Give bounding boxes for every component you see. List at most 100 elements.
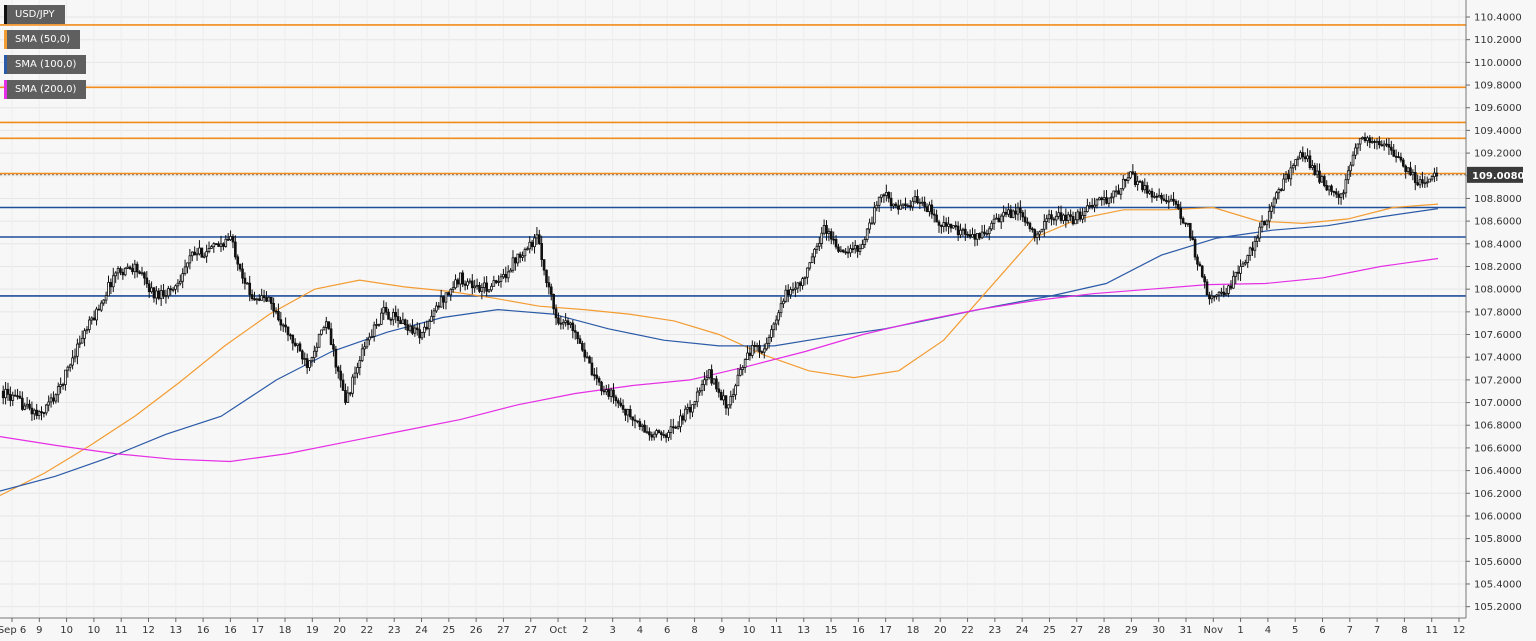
x-tick-label: 10 <box>88 625 101 636</box>
candle-body <box>509 269 512 273</box>
candle-body <box>76 343 79 357</box>
candle-body <box>1021 212 1025 218</box>
candle-body <box>818 243 821 247</box>
candle-body <box>1078 211 1082 220</box>
candle-body <box>1098 197 1101 201</box>
candle-body <box>810 256 814 264</box>
legend-item-sma-50[interactable]: SMA (50,0) <box>4 30 81 49</box>
candle-body <box>186 262 189 268</box>
candle-body <box>1404 165 1407 172</box>
candle-body <box>1217 291 1221 296</box>
candle-body <box>1425 181 1429 184</box>
candle-body <box>798 282 802 286</box>
candle-body <box>363 346 366 350</box>
candle-body <box>521 255 524 258</box>
candle-body <box>274 310 278 313</box>
candle-body <box>119 268 122 273</box>
candle-body <box>78 342 82 345</box>
candle-body <box>600 381 603 392</box>
candle-body <box>150 287 153 293</box>
candle-body <box>1145 185 1149 194</box>
candle-body <box>138 271 141 274</box>
candle-body <box>490 285 493 291</box>
candle-body <box>1138 180 1142 183</box>
candle-body <box>504 274 508 279</box>
candle-body <box>1050 214 1053 220</box>
candle-body <box>1177 203 1180 209</box>
candle-body <box>205 251 208 257</box>
candle-body <box>595 374 599 379</box>
candle-body <box>147 283 151 293</box>
candle-body <box>348 392 352 395</box>
candle-body <box>478 284 481 292</box>
candle-body <box>602 390 606 393</box>
x-tick-label: 10 <box>60 625 73 636</box>
candle-body <box>1356 143 1360 149</box>
y-tick-label: 105.4000 <box>1474 579 1522 590</box>
candle-body <box>628 408 632 418</box>
candle-body <box>932 213 936 216</box>
candle-body <box>427 320 431 330</box>
candle-body <box>128 266 132 269</box>
x-tick-label: 22 <box>361 625 374 636</box>
legend-item-usdjpy[interactable]: USD/JPY <box>4 5 65 24</box>
candle-body <box>806 267 809 278</box>
candle-body <box>1246 255 1250 263</box>
candle-body <box>569 322 572 325</box>
x-tick-label: 24 <box>1016 625 1029 636</box>
candle-body <box>992 218 996 224</box>
candle-body <box>674 426 678 429</box>
candle-body <box>1380 144 1384 147</box>
x-tick-label: 13 <box>797 625 810 636</box>
candle-body <box>940 224 943 227</box>
candle-body <box>485 282 488 292</box>
legend-item-sma-200[interactable]: SMA (200,0) <box>4 80 87 99</box>
candle-body <box>581 342 584 351</box>
candle-body <box>502 274 505 278</box>
candle-body <box>722 395 725 401</box>
candle-body <box>896 205 900 210</box>
candle-body <box>841 249 845 253</box>
candle-body <box>1181 218 1185 224</box>
candle-body <box>762 348 766 353</box>
y-tick-label: 107.8000 <box>1474 307 1522 318</box>
candle-body <box>178 280 182 284</box>
candle-body <box>1327 185 1331 191</box>
candle-body <box>183 266 187 275</box>
candle-body <box>571 322 575 332</box>
candle-body <box>372 324 376 337</box>
candle-body <box>1323 176 1326 186</box>
candle-body <box>157 290 161 299</box>
candle-body <box>152 287 156 299</box>
candle-body <box>856 245 859 252</box>
candle-body <box>710 369 713 384</box>
current-price-label: 109.0080 <box>1472 171 1525 182</box>
x-tick-label: 9 <box>719 625 725 636</box>
candle-body <box>748 352 752 356</box>
candle-body <box>846 251 850 254</box>
candle-body <box>540 243 544 260</box>
candle-body <box>937 221 941 226</box>
candle-body <box>741 366 745 370</box>
candle-body <box>1064 214 1068 221</box>
candle-body <box>310 357 314 362</box>
candle-body <box>1054 215 1058 221</box>
candle-body <box>523 249 527 257</box>
candle-body <box>241 268 244 279</box>
candle-body <box>1325 185 1329 191</box>
candle-body <box>49 397 53 403</box>
candle-body <box>1306 155 1309 160</box>
candle-body <box>260 295 263 301</box>
candle-body <box>1351 154 1355 166</box>
candle-body <box>590 362 594 376</box>
candle-body <box>291 334 295 344</box>
candle-body <box>229 236 232 241</box>
candle-body <box>47 401 50 406</box>
candle-body <box>176 282 180 287</box>
candle-body <box>267 296 271 302</box>
sma-50-line <box>0 203 1439 497</box>
candle-body <box>901 203 905 206</box>
legend-item-sma-100[interactable]: SMA (100,0) <box>4 55 87 74</box>
candle-body <box>655 430 658 435</box>
